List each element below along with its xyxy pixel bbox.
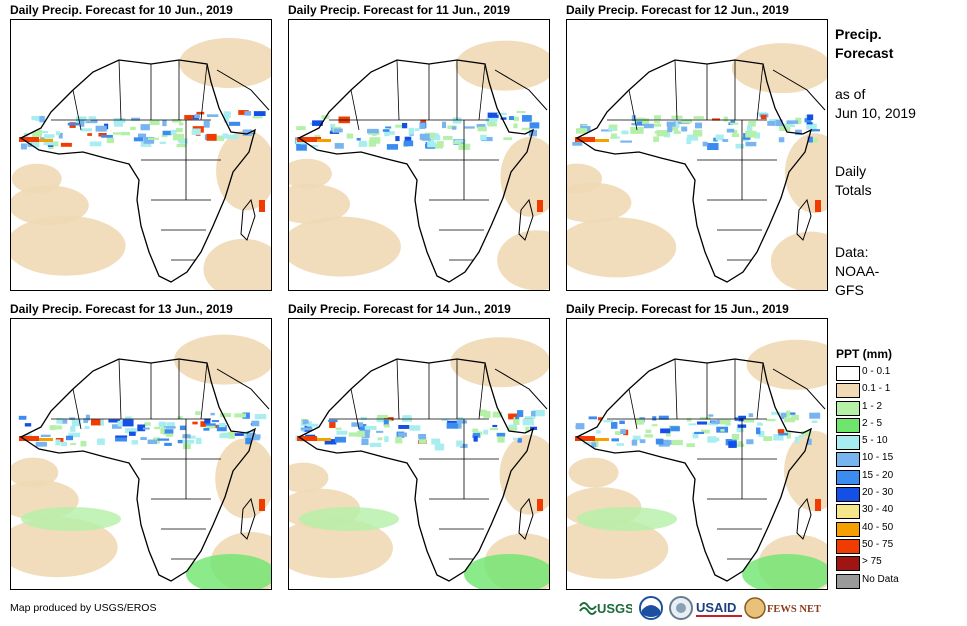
map-svg xyxy=(11,334,271,589)
panel-title: Daily Precip. Forecast for 10 Jun., 2019 xyxy=(10,3,233,17)
panel-title: Daily Precip. Forecast for 11 Jun., 2019 xyxy=(288,3,511,17)
forecast-map xyxy=(288,318,550,590)
data-source: Data: NOAA- GFS xyxy=(835,243,879,300)
daily-totals: Daily Totals xyxy=(835,162,872,200)
legend-swatch xyxy=(836,573,860,589)
legend-swatch xyxy=(836,538,860,554)
panel-title: Daily Precip. Forecast for 14 Jun., 2019 xyxy=(288,302,511,316)
side-title: Precip. Forecast xyxy=(835,25,893,63)
usaid-logo-text: USAID xyxy=(696,600,736,615)
panel-title: Daily Precip. Forecast for 12 Jun., 2019 xyxy=(566,3,789,17)
as-of-date: as of Jun 10, 2019 xyxy=(835,85,916,123)
forecast-map xyxy=(10,318,272,590)
map-svg xyxy=(289,40,549,290)
legend-label: 1 - 2 xyxy=(862,400,883,412)
totals-line1: Daily xyxy=(835,163,867,179)
data-line3: GFS xyxy=(835,282,864,298)
legend-label: 5 - 10 xyxy=(862,435,888,447)
legend-swatch xyxy=(836,487,860,503)
as-of-line1: as of xyxy=(835,86,866,102)
panel-title: Daily Precip. Forecast for 15 Jun., 2019 xyxy=(566,302,789,316)
legend-label: 0 - 0.1 xyxy=(862,366,891,377)
usgs-logo: USGS xyxy=(578,595,634,621)
legend-swatch xyxy=(836,452,860,468)
as-of-line2: Jun 10, 2019 xyxy=(835,105,916,121)
legend-swatch xyxy=(836,417,860,433)
noaa-icon xyxy=(639,596,663,620)
legend-label: No Data xyxy=(862,573,899,585)
legend-label: 15 - 20 xyxy=(862,469,894,481)
totals-line2: Totals xyxy=(835,182,872,198)
side-title-line1: Precip. xyxy=(835,26,882,42)
legend-label: 50 - 75 xyxy=(862,538,894,550)
usaid-logo-graphic: USAID xyxy=(696,600,742,617)
legend-label: 20 - 30 xyxy=(862,487,894,499)
legend-swatch xyxy=(836,469,860,485)
seal-icon xyxy=(669,596,693,620)
forecast-map xyxy=(566,19,828,291)
panel-title: Daily Precip. Forecast for 13 Jun., 2019 xyxy=(10,302,233,316)
fewsnet-logo-text: FEWS NET xyxy=(767,604,821,615)
legend-label: 2 - 5 xyxy=(862,417,883,429)
usgs-logo-graphic: USGS xyxy=(579,601,634,616)
map-svg xyxy=(289,337,549,589)
data-line1: Data: xyxy=(835,244,869,260)
noaa-logo xyxy=(638,595,664,621)
legend-swatch xyxy=(836,435,860,451)
forecast-map xyxy=(288,19,550,291)
fewsnet-logo-graphic: FEWS NET xyxy=(744,597,821,619)
fewsnet-logo: FEWS NET xyxy=(744,595,824,621)
usgs-logo-text: USGS xyxy=(597,601,632,616)
legend-swatch xyxy=(836,366,860,381)
data-line2: NOAA- xyxy=(835,263,880,279)
legend-swatch xyxy=(836,400,860,416)
legend-swatch xyxy=(836,556,860,572)
usaid-logo: USAID xyxy=(696,595,744,621)
forecast-map xyxy=(10,19,272,291)
map-svg xyxy=(11,38,271,290)
legend-swatch xyxy=(836,521,860,537)
legend-swatch xyxy=(836,504,860,520)
seal-logo xyxy=(668,595,694,621)
legend-swatch xyxy=(836,383,860,399)
legend-title: PPT (mm) xyxy=(836,347,893,361)
legend-label: 0.1 - 1 xyxy=(862,383,891,395)
legend-label: > 75 xyxy=(862,556,882,568)
map-svg xyxy=(567,339,827,589)
legend-label: 10 - 15 xyxy=(862,452,894,464)
side-title-line2: Forecast xyxy=(835,45,894,61)
legend-label: 40 - 50 xyxy=(862,521,894,533)
map-svg xyxy=(567,43,827,290)
legend-label: 30 - 40 xyxy=(862,504,894,516)
credit-text: Map produced by USGS/EROS xyxy=(10,602,157,614)
forecast-map xyxy=(566,318,828,590)
